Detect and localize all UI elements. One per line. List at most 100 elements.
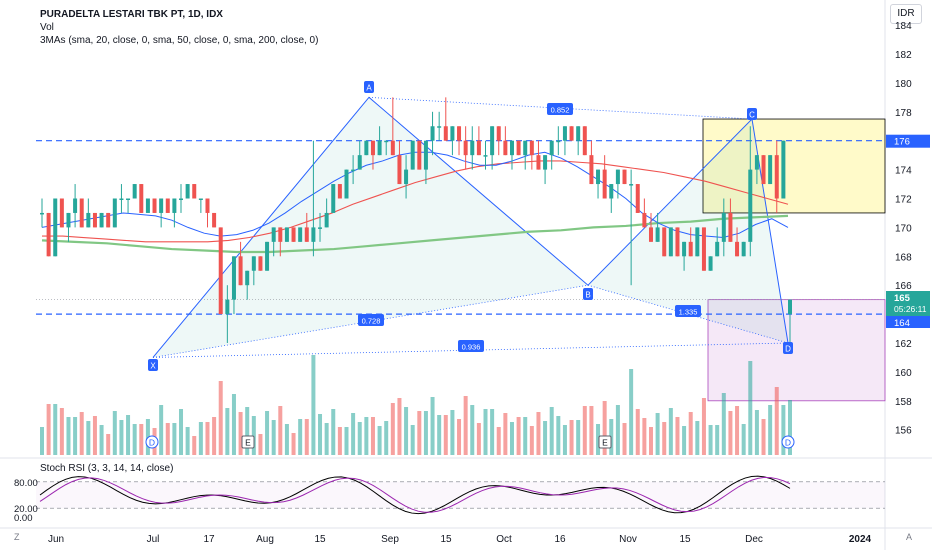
- volume-bar: [66, 417, 71, 455]
- time-tick-label: Jun: [48, 534, 64, 545]
- pattern-bcd-fill: [588, 119, 788, 344]
- stoch-d-line: [39, 476, 791, 513]
- volume-bar: [245, 407, 250, 455]
- timezone-corner[interactable]: Z: [14, 532, 20, 542]
- pattern-point-c-badge: [747, 108, 757, 120]
- candle-body: [668, 227, 673, 257]
- candle-body: [344, 169, 349, 199]
- candle-body: [609, 184, 614, 199]
- candle-body: [430, 126, 435, 141]
- candle-body: [238, 256, 243, 286]
- auto-scale-corner[interactable]: A: [906, 532, 913, 542]
- candle-body: [476, 140, 481, 156]
- ma200-line: [41, 214, 789, 254]
- ratio-badge: [358, 314, 384, 326]
- candle-body: [258, 256, 263, 271]
- stoch-band: [36, 481, 885, 509]
- candle-body: [648, 227, 653, 242]
- price-tick-label: 158: [895, 397, 912, 408]
- volume-bar: [476, 423, 481, 455]
- time-tick-label: Dec: [745, 534, 763, 545]
- currency-button[interactable]: IDR: [890, 4, 922, 24]
- candle-body: [761, 155, 766, 185]
- price-tick-label: 178: [895, 108, 912, 119]
- candle-body: [318, 227, 323, 229]
- event-marker-label: D: [149, 438, 155, 448]
- volume-bar: [629, 369, 634, 455]
- volume-bar: [503, 413, 508, 455]
- volume-bar: [278, 406, 283, 455]
- candle-body: [675, 227, 680, 257]
- volume-bar: [754, 410, 759, 455]
- candle-body: [596, 169, 601, 185]
- last-price-label: 165: [894, 293, 911, 304]
- support-zone: [707, 299, 886, 402]
- candle-body: [582, 126, 587, 156]
- candle-body: [53, 198, 58, 257]
- candle-body: [437, 126, 442, 128]
- volume-bar: [231, 394, 236, 455]
- volume-bar: [291, 433, 296, 455]
- volume-bar: [384, 421, 389, 455]
- level-164-tag-bg: [886, 316, 930, 328]
- event-marker-label: E: [245, 438, 251, 448]
- volume-bar: [728, 411, 733, 455]
- volume-bar: [774, 387, 779, 455]
- level-176-tag-bg: [886, 134, 930, 148]
- volume-bar: [589, 406, 594, 455]
- candle-body: [225, 299, 230, 315]
- resistance-zone: [702, 118, 886, 214]
- volume-bar: [536, 412, 541, 455]
- candle-body: [185, 184, 190, 199]
- volume-bar: [390, 403, 395, 455]
- candle-body: [192, 184, 197, 199]
- time-tick-label: 15: [440, 534, 452, 545]
- volume-bar: [357, 422, 362, 455]
- stoch-axis-label: 20.00: [14, 504, 38, 515]
- volume-bar: [543, 421, 548, 455]
- candle-body: [682, 241, 687, 257]
- earnings-marker: [241, 435, 255, 449]
- candle-body: [622, 169, 627, 185]
- volume-bar: [46, 404, 51, 455]
- candle-body: [245, 270, 250, 286]
- volume-bar: [768, 405, 773, 455]
- candle-body: [159, 198, 164, 213]
- candle-body: [562, 126, 567, 141]
- candle-body: [788, 299, 792, 315]
- candle-body: [66, 212, 71, 228]
- pattern-point-b-badge: [583, 288, 593, 300]
- candle-body: [311, 227, 316, 242]
- price-tick-label: 168: [895, 252, 912, 263]
- volume-bar: [251, 416, 256, 455]
- candle-body: [397, 155, 402, 185]
- candle-body: [152, 198, 157, 213]
- candle-body: [589, 155, 594, 185]
- volume-bar: [106, 434, 111, 455]
- volume-bar: [99, 425, 104, 455]
- candle-body: [79, 198, 84, 228]
- candle-body: [73, 198, 78, 213]
- price-tick-label: 170: [895, 223, 912, 234]
- volume-bar: [516, 417, 521, 455]
- candle-body: [556, 140, 561, 143]
- time-tick-label: Aug: [256, 534, 274, 545]
- stoch-axis-label: 0.00: [14, 513, 33, 524]
- volume-bar: [132, 424, 137, 455]
- symbol-title: PURADELTA LESTARI TBK PT, 1D, IDX: [40, 9, 223, 20]
- volume-bar: [351, 413, 356, 455]
- volume-bar: [165, 423, 170, 455]
- candle-body: [748, 169, 753, 242]
- time-tick-label: 2024: [849, 534, 872, 545]
- volume-bar: [271, 420, 276, 455]
- candle-body: [278, 227, 283, 242]
- volume-bar: [549, 407, 554, 455]
- candle-body: [212, 212, 217, 228]
- candle-body: [781, 140, 786, 199]
- candle-body: [655, 227, 660, 242]
- volume-bar: [509, 422, 514, 455]
- candle-body: [331, 184, 336, 213]
- volume-bar: [483, 409, 488, 455]
- price-tick-label: 156: [895, 426, 912, 437]
